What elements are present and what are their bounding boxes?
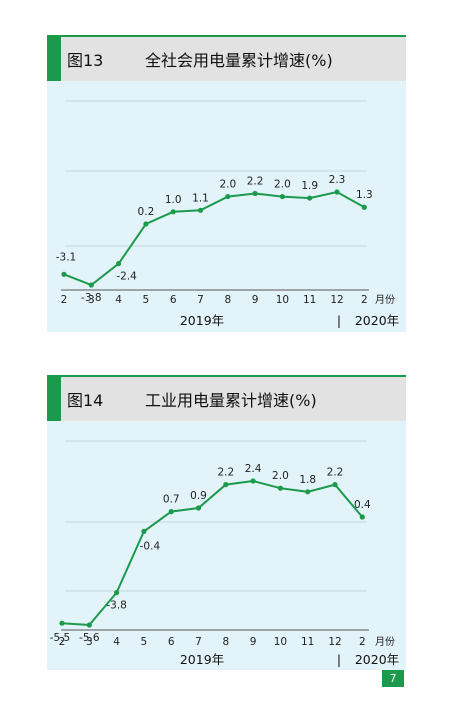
page-number: 7 (382, 670, 404, 687)
data-point (277, 485, 283, 491)
x-tick-label: 2 (61, 294, 68, 306)
data-point (143, 221, 149, 227)
data-label: -2.4 (116, 271, 137, 283)
x-axis-unit: 月份 (375, 294, 395, 306)
year-separator: | (337, 652, 341, 667)
data-label: 0.7 (163, 494, 180, 506)
x-tick-label: 6 (168, 636, 175, 648)
data-label: 1.1 (192, 192, 209, 204)
x-tick-label: 4 (113, 636, 120, 648)
data-label: 2.3 (329, 174, 346, 186)
data-label: 1.3 (356, 189, 373, 201)
header-accent-bar (47, 37, 61, 81)
year-separator: | (337, 313, 341, 328)
data-label: 0.4 (354, 499, 371, 511)
chart-header: 图14 工业用电量累计增速(%) (47, 377, 406, 421)
x-tick-label: 6 (170, 294, 177, 306)
data-point (225, 193, 231, 200)
data-label: -3.8 (81, 292, 102, 304)
data-point (141, 528, 147, 534)
data-label: -5.6 (79, 632, 100, 644)
header-accent-bar (47, 377, 61, 421)
chart-title: 全社会用电量累计增速(%) (145, 51, 333, 70)
data-label: -0.4 (140, 540, 161, 552)
data-point (332, 482, 338, 488)
year-label-2020: 2020年 (355, 652, 399, 667)
data-label: 2.2 (247, 176, 264, 188)
data-label: 2.0 (274, 179, 291, 191)
chart-title: 工业用电量累计增速(%) (145, 391, 317, 410)
data-point (61, 271, 67, 277)
data-label: 0.2 (138, 206, 155, 218)
x-tick-label: 11 (301, 636, 314, 648)
data-label: 2.0 (272, 470, 289, 482)
x-tick-label: 9 (250, 636, 257, 648)
chart-panel-electricity-industrial: 图14 工业用电量累计增速(%) -5.5 -5.6 -3.8 -0.4 0.7 0.9 2… (47, 375, 406, 670)
data-point (195, 505, 202, 511)
data-point (334, 189, 340, 195)
data-label: 2.0 (219, 179, 236, 191)
data-label: -3.1 (56, 251, 77, 263)
data-point (223, 482, 229, 488)
x-tick-label: 10 (274, 636, 287, 648)
x-tick-label: 2 (359, 636, 366, 648)
data-label: 2.4 (245, 463, 262, 475)
data-point (197, 207, 204, 213)
data-point (252, 190, 258, 197)
data-point (361, 204, 367, 210)
data-label: 1.9 (301, 180, 318, 192)
chart-header: 图13 全社会用电量累计增速(%) (47, 37, 406, 81)
line-chart-total-electricity: -3.1 -3.8 -2.4 0.2 1.0 1.1 2.0 2.2 2.0 1.9 2.3 1.3 2… (56, 100, 399, 328)
line-chart-industrial-electricity: -5.5 -5.6 -3.8 -0.4 0.7 0.9 2.2 2.4 2.0 1.8 2.2 0.4… (50, 440, 399, 667)
data-label: -3.8 (106, 600, 127, 612)
figure-number: 图14 (67, 391, 104, 410)
x-tick-label: 11 (303, 294, 316, 306)
data-point (114, 590, 120, 596)
x-tick-label: 7 (197, 294, 204, 306)
x-axis-unit: 月份 (375, 636, 395, 648)
series-line (63, 190, 365, 287)
x-tick-label: 3 (88, 294, 95, 306)
x-tick-label: 2 (361, 294, 368, 306)
data-point (116, 261, 122, 267)
year-label-2019: 2019年 (180, 652, 224, 667)
chart-panel-electricity-total: 图13 全社会用电量累计增速(%) -3.1 -3.8 -2.4 0.2 1.0 1.1 2… (47, 35, 406, 332)
x-tick-label: 2 (59, 636, 66, 648)
x-tick-label: 3 (86, 636, 93, 648)
x-tick-label: 7 (195, 636, 202, 648)
data-point (59, 620, 65, 626)
x-tick-label: 9 (252, 294, 259, 306)
x-tick-label: 5 (143, 294, 150, 306)
data-label: 1.8 (299, 474, 316, 486)
data-label: 1.0 (165, 194, 182, 206)
x-tick-label: 12 (330, 294, 343, 306)
data-point (305, 489, 311, 495)
data-point (170, 209, 176, 215)
year-label-2019: 2019年 (180, 313, 224, 328)
figure-number: 图13 (67, 51, 104, 70)
data-label: 0.9 (190, 490, 207, 502)
x-tick-label: 5 (141, 636, 148, 648)
data-label: 2.2 (217, 467, 234, 479)
data-point (307, 195, 313, 201)
year-label-2020: 2020年 (355, 313, 399, 328)
data-point (250, 478, 256, 484)
data-label: 2.2 (327, 467, 344, 479)
data-point (279, 193, 285, 200)
x-tick-label: 12 (328, 636, 341, 648)
data-point (86, 622, 92, 628)
x-tick-label: 8 (222, 636, 229, 648)
data-label: -5.5 (50, 632, 71, 644)
x-tick-label: 8 (224, 294, 231, 306)
series-line (61, 479, 364, 627)
x-tick-label: 4 (115, 294, 122, 306)
x-tick-label: 10 (276, 294, 289, 306)
data-point (168, 509, 174, 515)
data-point (359, 514, 365, 520)
data-point (88, 282, 94, 288)
